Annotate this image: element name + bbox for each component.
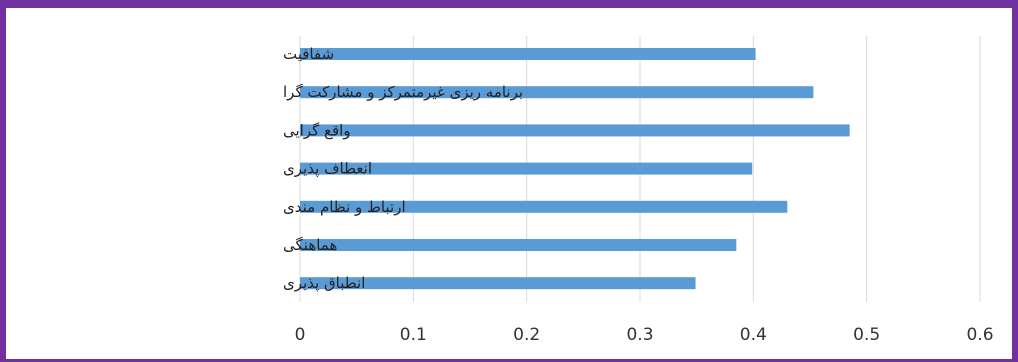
bar xyxy=(300,239,737,251)
category-label: شفافیت xyxy=(283,45,334,63)
gridlines xyxy=(299,36,981,302)
bar xyxy=(300,124,850,137)
bar xyxy=(300,200,788,213)
x-tick-label: 0 xyxy=(295,325,306,345)
x-tick-label: 0.2 xyxy=(513,325,540,345)
x-tick-label: 0.1 xyxy=(400,325,427,345)
x-tick-labels: 0 0.1 0.2 0.3 0.4 0.5 0.6 xyxy=(295,325,994,345)
category-label: واقع گرایی xyxy=(283,121,351,139)
bar xyxy=(300,162,753,175)
bar xyxy=(300,86,814,99)
x-tick-label: 0.6 xyxy=(966,325,993,345)
x-tick-label: 0.3 xyxy=(626,325,653,345)
category-label: هماهنگی xyxy=(283,236,337,254)
category-label: انطباق پذیری xyxy=(283,274,365,293)
bar xyxy=(300,48,756,60)
category-label: برنامه ریزی غیرمتمرکز و مشارکت گرا xyxy=(283,83,523,101)
bars xyxy=(300,48,850,290)
bar xyxy=(300,277,696,290)
x-tick-label: 0.5 xyxy=(853,325,880,345)
category-labels: شفافیت برنامه ریزی غیرمتمرکز و مشارکت گرا… xyxy=(283,45,523,293)
category-label: انعطاف پذیری xyxy=(283,160,372,179)
x-tick-label: 0.4 xyxy=(740,325,767,345)
category-label: ارتباط و نظام مندی xyxy=(283,198,406,216)
